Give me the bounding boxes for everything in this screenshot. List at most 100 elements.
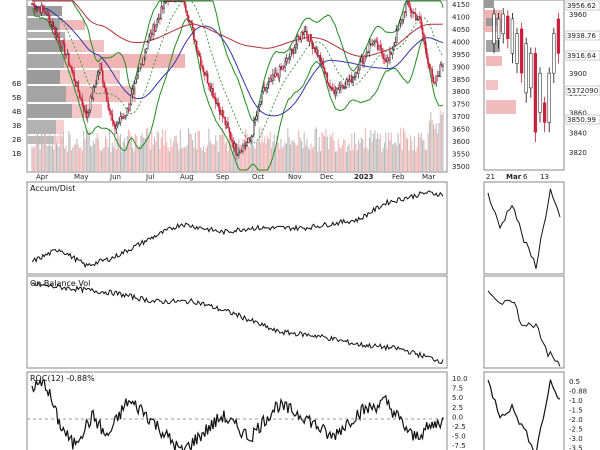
candle-body xyxy=(123,116,126,119)
candle-body xyxy=(213,96,216,99)
volume-bar xyxy=(47,145,49,172)
volume-bar xyxy=(442,111,444,172)
candle-body xyxy=(284,61,286,68)
volume-bar xyxy=(179,130,181,172)
volume-bar xyxy=(53,149,55,172)
candle-body xyxy=(244,145,247,147)
candle-body xyxy=(268,81,270,85)
volume-bar xyxy=(383,142,385,172)
candle-body xyxy=(145,48,148,53)
candle-body xyxy=(52,26,55,29)
volume-bar xyxy=(352,149,354,172)
candle-body xyxy=(43,8,46,12)
volume-bar xyxy=(91,146,93,172)
candle-body xyxy=(296,36,299,45)
roc-zoom-line xyxy=(487,379,561,450)
zoom-value-box xyxy=(565,0,600,11)
candle-body xyxy=(397,29,399,31)
candle-body xyxy=(82,105,85,112)
candle-body xyxy=(402,11,405,20)
candle-body xyxy=(263,87,266,91)
candle-body xyxy=(310,34,312,42)
candle-body xyxy=(106,91,108,102)
volume-bar xyxy=(104,135,106,172)
candle-body xyxy=(76,82,78,87)
volume-bar xyxy=(162,129,164,172)
volume-bar xyxy=(348,143,350,172)
roc-zoom-axis-label: -1.5 xyxy=(569,407,583,415)
candle-body xyxy=(365,52,368,57)
volume-bar xyxy=(73,145,75,172)
volume-bar xyxy=(292,140,294,172)
volume-bar xyxy=(34,146,36,172)
roc-axis-label: -5.0 xyxy=(452,433,466,441)
price-axis-label: 3750 xyxy=(452,101,470,109)
candle-body xyxy=(297,36,300,38)
zoom-value-box xyxy=(565,50,600,61)
candle-body xyxy=(104,87,107,92)
volume-bar xyxy=(404,132,406,172)
candle-body xyxy=(242,144,244,152)
candle-body xyxy=(429,67,432,70)
candle-body xyxy=(302,31,304,35)
volume-bar xyxy=(253,145,255,172)
candle-body xyxy=(32,3,35,6)
volume-bar xyxy=(242,139,244,172)
roc-zoom-axis-label: 0.5 xyxy=(569,378,580,386)
volume-bar xyxy=(302,148,304,172)
volume-bar xyxy=(321,131,323,172)
zoom-candle-body xyxy=(519,28,524,74)
candle-body xyxy=(160,6,163,19)
candle-body xyxy=(69,65,71,68)
volume-bar xyxy=(194,132,196,172)
volume-bar xyxy=(246,133,248,172)
volume-bar xyxy=(441,114,443,172)
candle-body xyxy=(50,22,52,25)
candle-body xyxy=(356,72,359,74)
volume-bar xyxy=(46,145,48,172)
candle-body xyxy=(142,56,145,65)
candle-body xyxy=(42,5,44,10)
volume-bar xyxy=(77,144,79,172)
volume-bar xyxy=(168,151,170,172)
volume-bar xyxy=(202,146,204,172)
candle-body xyxy=(89,96,92,111)
volume-bar xyxy=(354,132,356,172)
volume-bar xyxy=(375,139,377,172)
volume-bar xyxy=(356,150,358,172)
candle-body xyxy=(197,50,199,54)
zoom-value-box xyxy=(565,30,600,41)
volume-bar xyxy=(50,146,52,172)
candle-body xyxy=(424,39,427,49)
volume-bar xyxy=(160,137,162,172)
candle-body xyxy=(368,43,371,52)
zoom-axis-label: 3960 xyxy=(569,11,587,19)
volume-bar xyxy=(212,144,214,172)
candle-body xyxy=(165,0,168,3)
candle-body xyxy=(194,39,197,42)
volume-bar xyxy=(388,132,390,172)
candle-body xyxy=(228,127,231,133)
volume-bar xyxy=(277,142,279,172)
candle-body xyxy=(233,143,236,149)
volume-bar xyxy=(435,123,437,172)
volume-bar xyxy=(114,128,116,172)
candle-body xyxy=(191,22,194,29)
candle-body xyxy=(148,36,150,43)
candle-body xyxy=(65,54,67,56)
volume-bar xyxy=(129,131,131,172)
price-axis-label: 3600 xyxy=(452,138,470,146)
price-axis-label: 3500 xyxy=(452,163,470,171)
candle-body xyxy=(398,22,401,30)
volume-bar xyxy=(38,137,40,172)
roc-zoom-axis-label: -2.5 xyxy=(569,426,583,434)
volume-bar xyxy=(306,138,308,172)
candle-body xyxy=(382,53,384,60)
volume-bar xyxy=(269,131,271,172)
zoom-axis-label: 3900 xyxy=(569,70,587,78)
volume-bar xyxy=(103,146,105,172)
zoom-candle-body xyxy=(529,53,533,89)
volume-bar xyxy=(174,136,176,172)
candle-body xyxy=(270,78,273,82)
volume-bar xyxy=(315,127,317,172)
